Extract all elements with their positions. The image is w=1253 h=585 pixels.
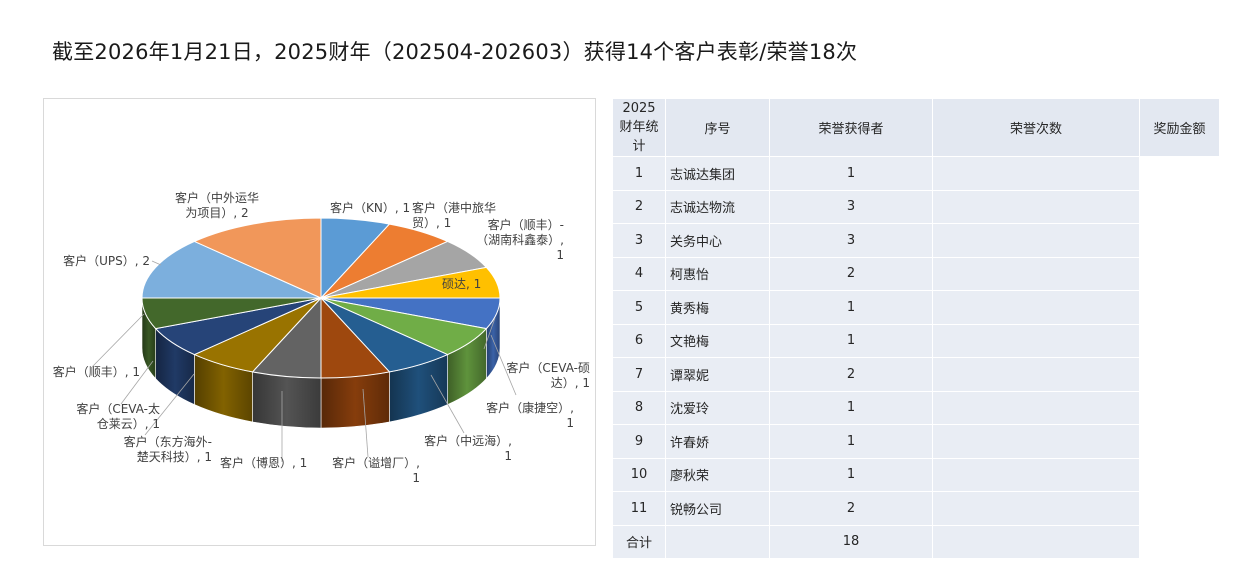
cell-amount xyxy=(932,323,1140,358)
pie-slice-label: 客户（博恩）, 1 xyxy=(220,455,307,470)
pie-slice-label: 客户（中远海）, 1 xyxy=(424,433,512,463)
cell-amount xyxy=(932,357,1140,392)
cell-no: 1 xyxy=(612,156,666,191)
cell-amount xyxy=(932,189,1140,224)
cell-count: 2 xyxy=(769,491,933,526)
total-amount xyxy=(932,524,1140,559)
cell-no: 6 xyxy=(612,323,666,358)
group-label: 2025财年统计 xyxy=(619,101,659,154)
pie-slice-label: 客户（KN）, 1 xyxy=(330,200,410,215)
cell-no: 4 xyxy=(612,256,666,291)
cell-no: 9 xyxy=(612,424,666,459)
page-title: 截至2026年1月21日，2025财年（202504-202603）获得14个客… xyxy=(52,40,858,64)
pie-top-faces xyxy=(141,217,501,379)
cell-name: 关务中心 xyxy=(665,223,770,258)
header-name: 荣誉获得者 xyxy=(769,98,933,157)
cell-amount xyxy=(932,223,1140,258)
cell-name: 锐畅公司 xyxy=(665,491,770,526)
pie-slice-label: 客户（UPS）, 2 xyxy=(63,253,150,268)
cell-name: 廖秋荣 xyxy=(665,457,770,492)
pie-slice xyxy=(193,217,322,299)
header-amount: 奖励金额 xyxy=(1139,98,1220,157)
cell-name: 志诚达物流 xyxy=(665,189,770,224)
pie-chart: 客户（KN）, 1 客户（港中旅华贸）, 1 客户（顺丰）-（湖南科鑫泰）, 1 硕达,… xyxy=(43,98,596,546)
pie-slice xyxy=(141,240,322,299)
pie-slice-label: 客户（中外运华为项目）, 2 xyxy=(175,190,259,220)
cell-no: 7 xyxy=(612,357,666,392)
cell-count: 3 xyxy=(769,189,933,224)
pie-slice-label: 客户（谥增厂）, 1 xyxy=(332,455,420,485)
cell-name: 柯惠怡 xyxy=(665,256,770,291)
cell-count: 1 xyxy=(769,156,933,191)
cell-no: 2 xyxy=(612,189,666,224)
group-label-cell: 2025财年统计 xyxy=(612,98,666,157)
pie-slice-label: 客户（东方海外-楚天科技）, 1 xyxy=(124,434,212,464)
table-row: 6 文艳梅 1 xyxy=(612,323,1220,358)
pie-slice-label: 客户（CEVA-硕达）, 1 xyxy=(506,360,590,390)
pie-slice-label: 客户（CEVA-太仓莱云）, 1 xyxy=(76,401,160,431)
cell-amount xyxy=(932,457,1140,492)
cell-no: 5 xyxy=(612,290,666,325)
pie-slice-label: 硕达, 1 xyxy=(442,277,481,291)
pie-slice-label: 客户（港中旅华贸）, 1 xyxy=(412,200,496,230)
cell-name: 文艳梅 xyxy=(665,323,770,358)
pie-leader-line xyxy=(430,374,465,434)
cell-name: 沈爱玲 xyxy=(665,390,770,425)
pie-leader-line xyxy=(91,313,145,368)
pie-slice-label: 客户（顺丰）, 1 xyxy=(53,364,140,379)
table-row: 1 志诚达集团 1 xyxy=(612,156,1220,191)
cell-count: 1 xyxy=(769,390,933,425)
pie-slice-label: 客户（康捷空）, 1 xyxy=(486,400,574,430)
cell-no: 8 xyxy=(612,390,666,425)
cell-count: 1 xyxy=(769,457,933,492)
pie-slice-label: 客户（顺丰）-（湖南科鑫泰）, 1 xyxy=(476,217,564,262)
pie-leader-line xyxy=(483,317,496,350)
cell-count: 2 xyxy=(769,357,933,392)
cell-name: 谭翠妮 xyxy=(665,357,770,392)
table-total-row: 合计 18 xyxy=(612,524,1220,559)
table-row: 5 黄秀梅 1 xyxy=(612,290,1220,325)
pie-chart-svg: 客户（KN）, 1 客户（港中旅华贸）, 1 客户（顺丰）-（湖南科鑫泰）, 1 硕达,… xyxy=(53,190,590,485)
cell-no: 10 xyxy=(612,457,666,492)
pie-leader-line xyxy=(144,373,195,436)
honor-table: 2025财年统计 序号 荣誉获得者 荣誉次数 奖励金额 1 志诚达集团 1 2 志诚达… xyxy=(612,98,1220,559)
pie-slice-side xyxy=(252,371,322,429)
cell-count: 3 xyxy=(769,223,933,258)
pie-leader-line xyxy=(362,388,369,458)
cell-amount xyxy=(932,156,1140,191)
table-row: 2 志诚达物流 3 xyxy=(612,189,1220,224)
pie-leader-line xyxy=(151,260,162,266)
table-row: 10 廖秋荣 1 xyxy=(612,457,1220,492)
table-row: 7 谭翠妮 2 xyxy=(612,357,1220,392)
header-count: 荣誉次数 xyxy=(932,98,1140,157)
table-row: 8 沈爱玲 1 xyxy=(612,390,1220,425)
table-header-row: 2025财年统计 序号 荣誉获得者 荣誉次数 奖励金额 xyxy=(612,98,1220,157)
table-row: 9 许春娇 1 xyxy=(612,424,1220,459)
total-blank xyxy=(665,524,770,559)
cell-name: 许春娇 xyxy=(665,424,770,459)
cell-amount xyxy=(932,424,1140,459)
cell-amount xyxy=(932,290,1140,325)
cell-count: 1 xyxy=(769,290,933,325)
pie-labels: 客户（KN）, 1 客户（港中旅华贸）, 1 客户（顺丰）-（湖南科鑫泰）, 1 硕达,… xyxy=(53,190,590,485)
table-row: 3 关务中心 3 xyxy=(612,223,1220,258)
cell-no: 3 xyxy=(612,223,666,258)
cell-no: 11 xyxy=(612,491,666,526)
table-row: 4 柯惠怡 2 xyxy=(612,256,1220,291)
cell-amount xyxy=(932,390,1140,425)
total-count: 18 xyxy=(769,524,933,559)
cell-amount xyxy=(932,256,1140,291)
pie-leader-line xyxy=(120,360,154,405)
total-label: 合计 xyxy=(612,524,666,559)
cell-amount xyxy=(932,491,1140,526)
cell-count: 1 xyxy=(769,424,933,459)
header-no: 序号 xyxy=(665,98,770,157)
pie-leader-line xyxy=(490,334,517,396)
cell-count: 1 xyxy=(769,323,933,358)
pie-slice-side xyxy=(320,371,390,429)
cell-name: 志诚达集团 xyxy=(665,156,770,191)
cell-name: 黄秀梅 xyxy=(665,290,770,325)
cell-count: 2 xyxy=(769,256,933,291)
table-row: 11 锐畅公司 2 xyxy=(612,491,1220,526)
